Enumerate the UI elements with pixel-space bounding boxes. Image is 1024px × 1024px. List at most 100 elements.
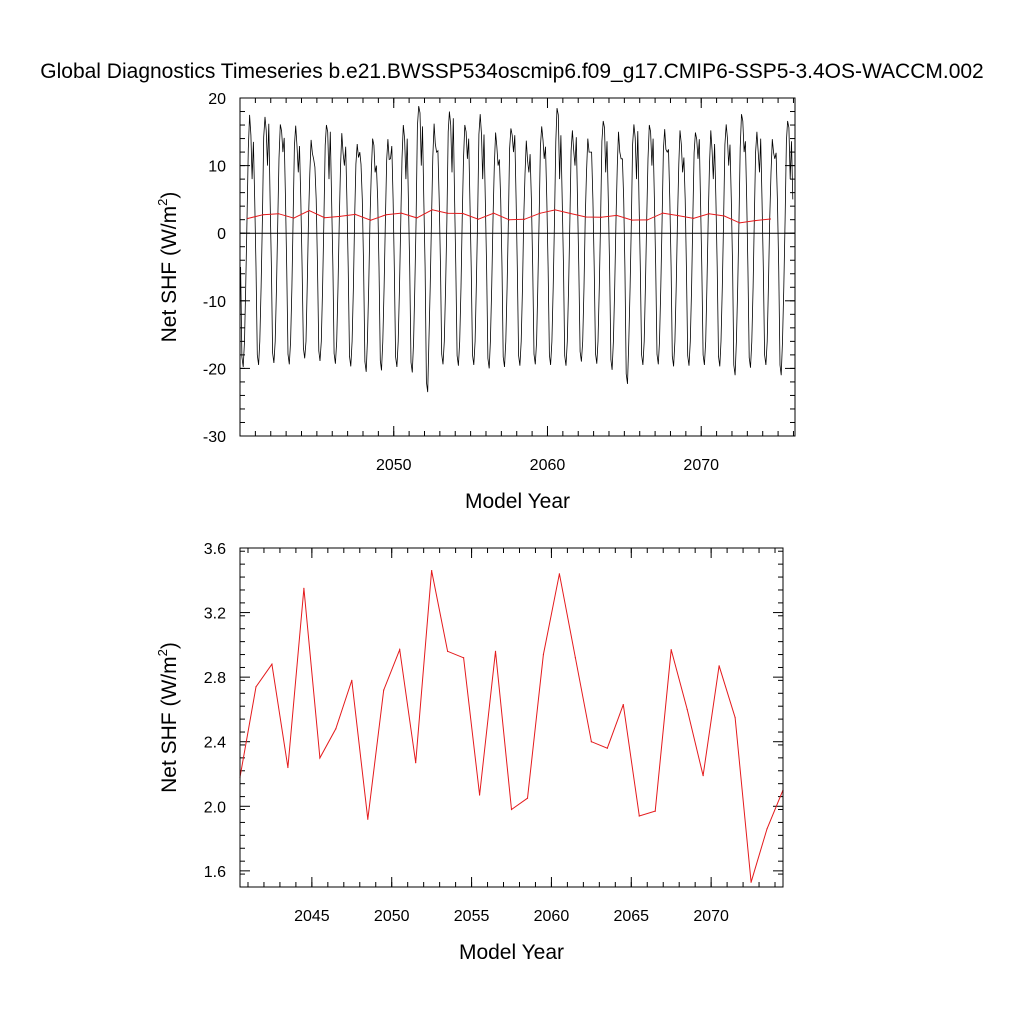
annual-mean-point bbox=[416, 217, 418, 219]
annual-mean-point bbox=[383, 689, 385, 691]
annual-mean-point bbox=[478, 794, 481, 796]
plot-2: 1.6 2.0 2.4 2.8 3.2 3.6 2045 2050 2055 2060 2065 20… bbox=[155, 541, 784, 964]
y-tick-label: 3.6 bbox=[204, 541, 226, 558]
y-tick-label: -30 bbox=[203, 429, 226, 446]
annual-mean-point bbox=[277, 213, 280, 215]
annual-mean-point bbox=[654, 810, 656, 812]
annual-mean-point bbox=[708, 213, 710, 215]
plot-frame bbox=[239, 547, 784, 888]
y-tick-label: 2.4 bbox=[204, 735, 226, 752]
annual-mean-point bbox=[590, 741, 592, 743]
annual-mean-point bbox=[323, 217, 326, 219]
y-tick-label: 20 bbox=[208, 91, 226, 108]
annual-mean-point bbox=[638, 815, 640, 817]
annual-mean-point bbox=[734, 716, 736, 719]
annual-mean-point bbox=[367, 818, 369, 820]
annual-mean-point bbox=[308, 209, 310, 212]
y-tick-label: 3.2 bbox=[204, 606, 226, 623]
annual-mean-point bbox=[462, 657, 465, 659]
annual-mean-point bbox=[271, 663, 273, 665]
annual-mean-point bbox=[692, 217, 695, 219]
annual-mean-point bbox=[574, 657, 576, 659]
y-axis-label: Net SHF (W/m2) bbox=[155, 192, 181, 343]
annual-mean-point bbox=[303, 587, 305, 589]
y-axis-label-close: ) bbox=[158, 192, 181, 199]
x-tick-label: 2045 bbox=[294, 908, 330, 925]
annual-mean-point bbox=[494, 650, 497, 652]
annual-mean-point bbox=[526, 797, 529, 799]
annual-mean-point bbox=[739, 222, 741, 224]
annual-mean-point bbox=[585, 216, 587, 218]
y-axis-label-close: ) bbox=[158, 642, 181, 649]
x-tick-label: 2060 bbox=[530, 457, 566, 474]
annual-mean-point bbox=[262, 214, 264, 216]
x-tick-label: 2065 bbox=[613, 908, 649, 925]
annual-mean-point bbox=[354, 213, 356, 216]
annual-mean-point bbox=[431, 570, 433, 572]
annual-mean-point bbox=[616, 214, 618, 217]
annual-mean-point bbox=[335, 728, 337, 730]
x-tick-label: 2050 bbox=[376, 457, 412, 474]
annual-mean-point bbox=[750, 881, 752, 883]
plot-frame bbox=[239, 97, 796, 437]
annual-mean-net-shf-line bbox=[240, 570, 783, 883]
y-axis-label-main: Net SHF (W/m bbox=[158, 656, 181, 793]
y-tick-label: 2.8 bbox=[204, 670, 226, 687]
y-tick-label: 10 bbox=[208, 159, 226, 176]
y-tick-label: 1.6 bbox=[204, 864, 226, 881]
x-tick-label: 2070 bbox=[693, 908, 729, 925]
annual-mean-point bbox=[255, 686, 257, 688]
annual-mean-point bbox=[493, 212, 495, 214]
annual-mean-point bbox=[670, 649, 672, 651]
annual-mean-point bbox=[542, 653, 545, 656]
annual-mean-point bbox=[569, 212, 572, 215]
y-axis-label-superscript: 2 bbox=[155, 199, 170, 206]
annual-mean-point bbox=[247, 217, 249, 220]
page-title: Global Diagnostics Timeseries b.e21.BWSS… bbox=[40, 60, 984, 83]
y-axis-label: Net SHF (W/m2) bbox=[155, 642, 181, 793]
plot-1: -30 -20 -10 0 10 20 2050 2060 2070 Model Year Net … bbox=[155, 91, 796, 513]
annual-mean-point bbox=[399, 649, 401, 651]
annual-mean-point bbox=[622, 703, 624, 706]
x-tick-label: 2055 bbox=[454, 908, 490, 925]
annual-mean-point bbox=[600, 216, 602, 218]
y-tick-label: -10 bbox=[203, 294, 226, 311]
annual-mean-point bbox=[447, 650, 449, 652]
annual-mean-point bbox=[769, 218, 772, 220]
annual-mean-point bbox=[523, 218, 526, 220]
annual-mean-point bbox=[370, 219, 372, 221]
annual-mean-point bbox=[646, 219, 649, 221]
annual-mean-point bbox=[510, 808, 513, 811]
annual-mean-point bbox=[400, 212, 403, 214]
annual-mean-point bbox=[723, 215, 725, 217]
x-axis-label: Model Year bbox=[465, 490, 570, 513]
annual-mean-point bbox=[662, 212, 664, 214]
y-tick-label: 0 bbox=[217, 226, 226, 243]
annual-mean-point bbox=[631, 219, 633, 221]
annual-mean-point bbox=[477, 218, 479, 220]
x-tick-label: 2060 bbox=[534, 908, 570, 925]
annual-mean-point bbox=[385, 214, 387, 216]
y-tick-label: 2.0 bbox=[204, 799, 226, 816]
annual-mean-point bbox=[293, 217, 295, 219]
y-axis-label-superscript: 2 bbox=[155, 649, 170, 656]
annual-mean-net-shf-line bbox=[247, 209, 771, 224]
x-axis-label: Model Year bbox=[459, 941, 564, 964]
x-tick-label: 2050 bbox=[374, 908, 410, 925]
annual-mean-point bbox=[766, 828, 768, 830]
annual-mean-point bbox=[558, 573, 561, 575]
annual-mean-point bbox=[431, 209, 433, 211]
y-tick-label: -20 bbox=[203, 361, 226, 378]
annual-mean-point bbox=[702, 775, 704, 777]
annual-mean-point bbox=[677, 215, 679, 217]
annual-mean-point bbox=[351, 679, 353, 681]
annual-mean-point bbox=[606, 747, 608, 749]
annual-mean-point bbox=[339, 215, 341, 218]
annual-mean-point bbox=[446, 212, 449, 214]
annual-mean-point bbox=[686, 708, 688, 711]
annual-mean-point bbox=[462, 212, 464, 215]
annual-mean-point bbox=[287, 766, 289, 769]
annual-mean-point bbox=[718, 665, 720, 667]
y-axis-label-main: Net SHF (W/m bbox=[158, 206, 181, 343]
